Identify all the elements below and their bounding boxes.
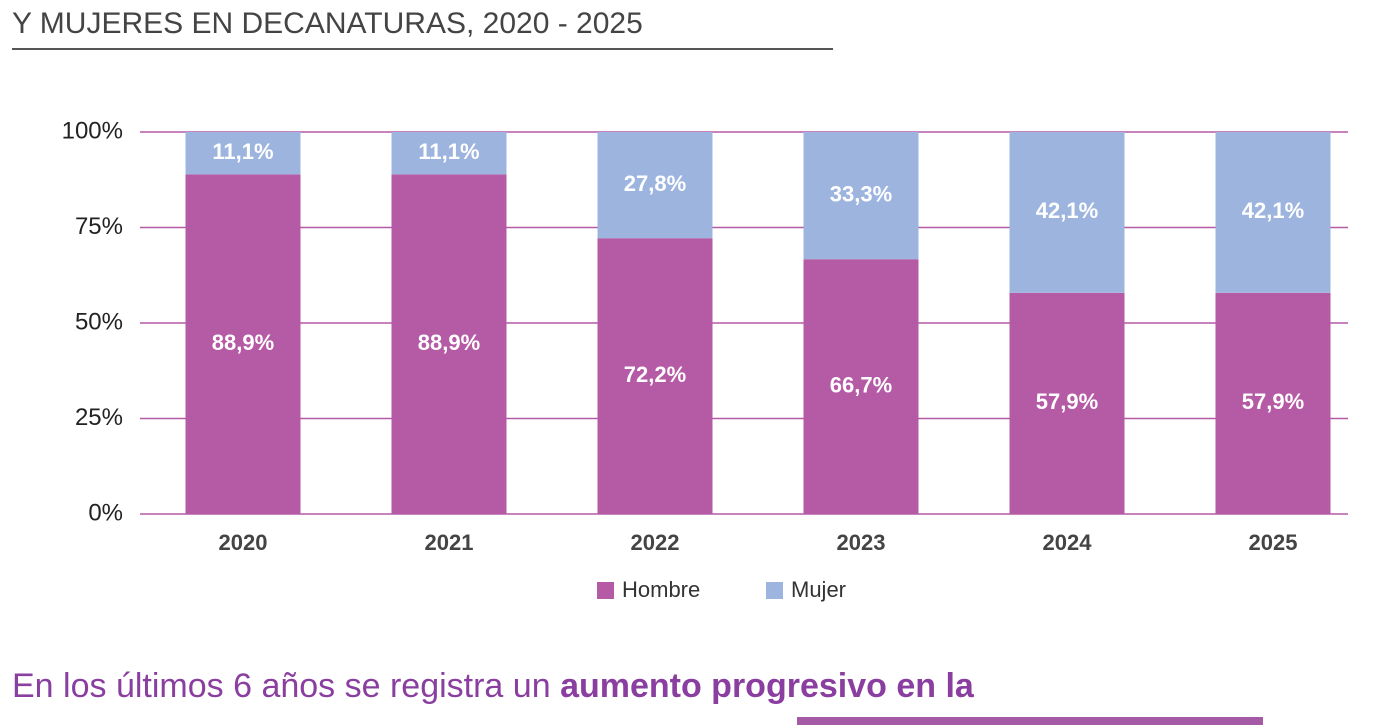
legend-label: Hombre xyxy=(622,577,700,602)
bar-segment xyxy=(1009,292,1125,514)
chart: 0% 25% 50% 75% 100% 2020 88,9% 11,1% 2021 88,9% 11… xyxy=(62,117,1348,602)
bar-segment xyxy=(1215,132,1331,293)
highlight-fragment xyxy=(797,717,1263,725)
y-tick-label: 75% xyxy=(75,213,123,240)
x-tick-label: 2020 xyxy=(219,530,268,555)
y-tick-label: 50% xyxy=(75,308,123,335)
data-label: 88,9% xyxy=(212,330,274,355)
data-label: 66,7% xyxy=(830,372,892,397)
bar-segment xyxy=(1215,292,1331,514)
data-label: 27,8% xyxy=(624,171,686,196)
bar-segment xyxy=(597,238,713,515)
y-tick-label: 100% xyxy=(62,117,123,144)
paragraph-text: En los últimos 6 años se registra un xyxy=(12,667,560,705)
data-label: 88,9% xyxy=(418,330,480,355)
data-label: 42,1% xyxy=(1242,198,1304,223)
data-label: 57,9% xyxy=(1242,389,1304,414)
bar-segment xyxy=(803,132,919,260)
data-label: 72,2% xyxy=(624,362,686,387)
paragraph: En los últimos 6 años se registra un aum… xyxy=(12,667,975,705)
x-tick-label: 2021 xyxy=(425,530,474,555)
legend-swatch xyxy=(597,582,614,599)
data-label: 11,1% xyxy=(212,139,273,164)
data-label: 57,9% xyxy=(1036,389,1098,414)
bar-segment xyxy=(803,259,919,514)
legend-swatch xyxy=(766,582,783,599)
y-tick-label: 25% xyxy=(75,404,123,431)
bar-segment xyxy=(185,132,301,175)
x-tick-label: 2025 xyxy=(1249,530,1298,555)
data-label: 42,1% xyxy=(1036,198,1098,223)
x-tick-label: 2023 xyxy=(837,530,886,555)
bar-segment xyxy=(185,174,301,515)
data-label: 33,3% xyxy=(830,181,892,206)
x-tick-label: 2022 xyxy=(631,530,680,555)
legend-label: Mujer xyxy=(791,577,846,602)
section-title: Y MUJERES EN DECANATURAS, 2020 - 2025 xyxy=(12,7,643,40)
data-label: 11,1% xyxy=(418,139,479,164)
bar-segment xyxy=(597,132,713,239)
paragraph-bold: aumento progresivo en la xyxy=(560,667,975,705)
bar-segment xyxy=(391,174,507,515)
y-tick-label: 0% xyxy=(88,499,123,526)
x-tick-label: 2024 xyxy=(1043,530,1093,555)
bar-segment xyxy=(1009,132,1125,293)
bar-segment xyxy=(391,132,507,175)
